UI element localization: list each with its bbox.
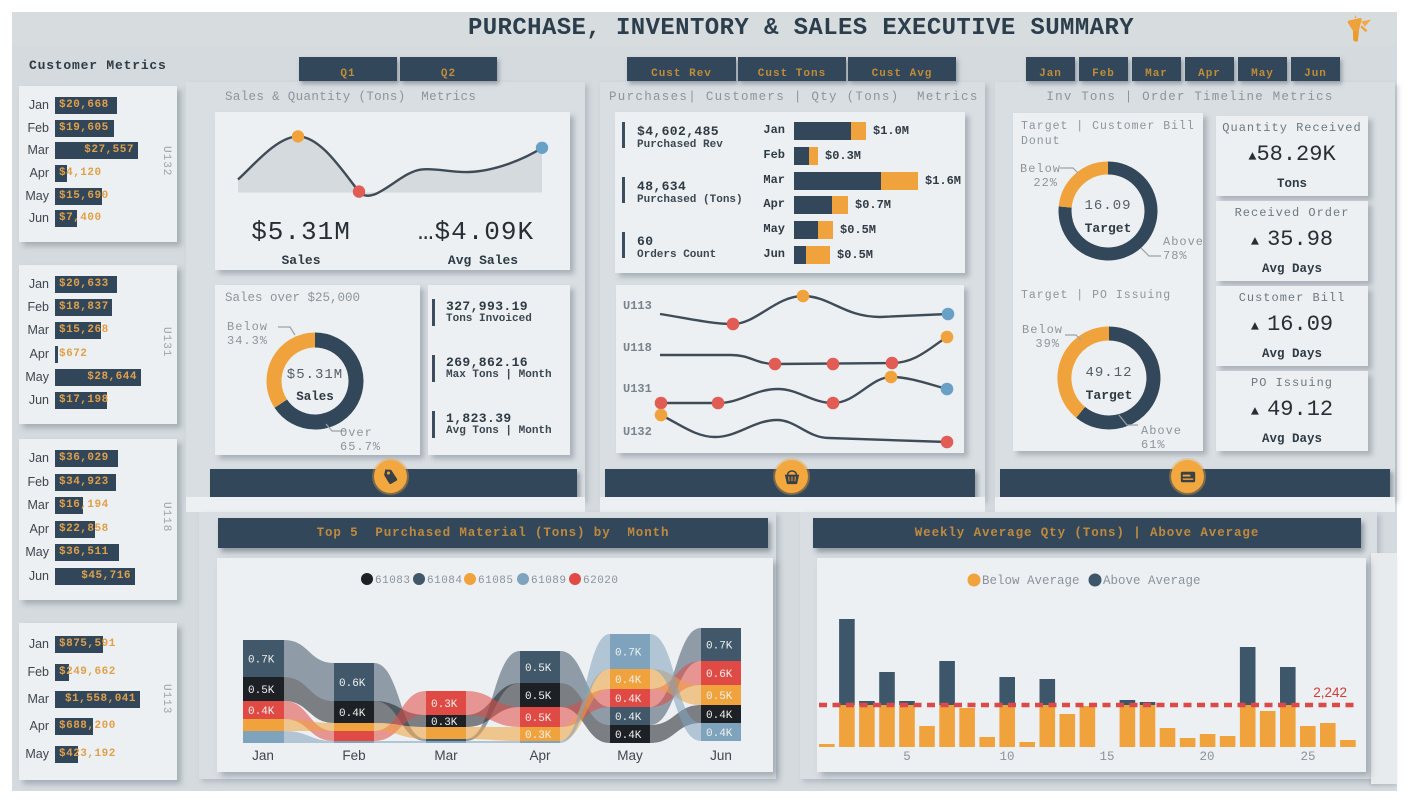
svg-text:0.4K: 0.4K <box>706 728 733 740</box>
svg-text:0.4K: 0.4K <box>615 675 642 687</box>
svg-text:0.4K: 0.4K <box>248 706 275 718</box>
svg-text:0.4K: 0.4K <box>615 694 642 706</box>
svg-text:62020: 62020 <box>583 575 619 587</box>
svg-text:61089: 61089 <box>531 575 567 587</box>
svg-text:0.3K: 0.3K <box>431 699 458 711</box>
svg-text:5: 5 <box>903 750 911 764</box>
svg-text:0.3K: 0.3K <box>525 730 552 742</box>
svg-text:20: 20 <box>1199 750 1214 764</box>
svg-text:0.5K: 0.5K <box>525 663 552 675</box>
svg-text:0.7K: 0.7K <box>615 648 642 660</box>
svg-text:0.4K: 0.4K <box>339 708 366 720</box>
svg-text:Jun: Jun <box>710 748 732 763</box>
svg-text:61085: 61085 <box>478 575 514 587</box>
svg-text:0.3K: 0.3K <box>431 717 458 729</box>
svg-text:0.5K: 0.5K <box>248 685 275 697</box>
svg-text:61083: 61083 <box>375 575 411 587</box>
svg-text:Above Average: Above Average <box>1103 574 1201 588</box>
svg-text:0.7K: 0.7K <box>706 641 733 653</box>
svg-text:15: 15 <box>1099 750 1114 764</box>
svg-text:Below Average: Below Average <box>982 574 1080 588</box>
svg-text:0.5K: 0.5K <box>525 713 552 725</box>
svg-text:Apr: Apr <box>529 748 551 763</box>
svg-text:10: 10 <box>999 750 1014 764</box>
svg-text:0.6K: 0.6K <box>706 669 733 681</box>
svg-text:61084: 61084 <box>427 575 463 587</box>
svg-text:Feb: Feb <box>342 748 365 763</box>
svg-text:0.6K: 0.6K <box>339 678 366 690</box>
svg-text:0.4K: 0.4K <box>615 730 642 742</box>
svg-text:May: May <box>617 748 643 763</box>
svg-text:U131: U131 <box>623 382 652 396</box>
svg-text:0.5K: 0.5K <box>525 691 552 703</box>
svg-text:U118: U118 <box>623 341 652 355</box>
svg-text:25: 25 <box>1300 750 1315 764</box>
svg-text:0.4K: 0.4K <box>706 710 733 722</box>
svg-text:0.5K: 0.5K <box>706 691 733 703</box>
svg-text:0.7K: 0.7K <box>248 655 275 667</box>
svg-text:2,242: 2,242 <box>1313 685 1347 700</box>
svg-text:Jan: Jan <box>252 748 274 763</box>
svg-text:U113: U113 <box>623 299 652 313</box>
svg-text:0.4K: 0.4K <box>615 712 642 724</box>
svg-text:U132: U132 <box>623 425 652 439</box>
svg-text:Mar: Mar <box>434 748 458 763</box>
